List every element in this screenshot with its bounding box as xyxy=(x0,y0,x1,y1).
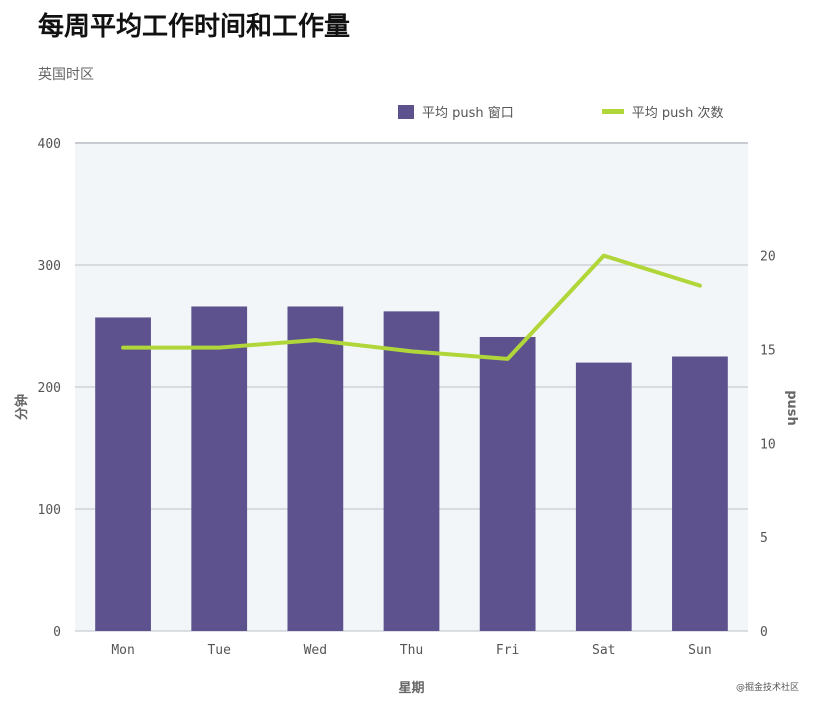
x-tick-label: Fri xyxy=(496,643,519,658)
legend-swatch-line xyxy=(601,109,624,114)
y-tick-label: 400 xyxy=(38,137,61,152)
x-tick-label: Tue xyxy=(207,643,231,658)
legend: 平均 push 窗口 平均 push 次数 xyxy=(398,102,724,121)
x-tick-label: Sun xyxy=(688,643,711,658)
watermark: @掘金技术社区 xyxy=(735,683,799,693)
x-axis-title: 星期 xyxy=(398,681,424,696)
bar xyxy=(95,317,151,631)
y-tick-label: 0 xyxy=(53,625,61,640)
x-tick-label: Thu xyxy=(400,643,423,658)
y-tick-label: 200 xyxy=(38,381,61,396)
legend-item-line[interactable]: 平均 push 次数 xyxy=(601,102,724,121)
line-series xyxy=(121,253,702,361)
x-tick-label: Wed xyxy=(304,643,327,658)
bar xyxy=(575,362,632,631)
legend-label-line: 平均 push 次数 xyxy=(631,106,724,121)
y-tick-label: 300 xyxy=(38,259,61,274)
y2-tick-label: 0 xyxy=(760,625,768,640)
y2-tick-label: 15 xyxy=(760,343,776,358)
y2-tick-label: 5 xyxy=(760,531,768,546)
bar xyxy=(191,306,248,631)
x-tick-label: Sat xyxy=(592,643,615,658)
y2-tick-label: 20 xyxy=(760,250,776,265)
y2-axis-title: push xyxy=(784,390,799,426)
y-axis-title: 分钟 xyxy=(14,394,30,420)
x-tick-label: Mon xyxy=(111,643,134,658)
legend-label-bar: 平均 push 窗口 xyxy=(422,106,514,121)
chart-title: 每周平均工作时间和工作量 xyxy=(38,12,351,42)
bar xyxy=(479,336,536,631)
bar xyxy=(672,356,728,631)
y2-tick-label: 10 xyxy=(760,437,776,452)
legend-item-bar[interactable]: 平均 push 窗口 xyxy=(398,102,514,121)
chart-subtitle: 英国时区 xyxy=(38,67,94,83)
legend-swatch-bar xyxy=(398,104,414,119)
y-tick-label: 100 xyxy=(38,503,61,518)
bar xyxy=(383,311,440,631)
bar xyxy=(287,306,344,631)
